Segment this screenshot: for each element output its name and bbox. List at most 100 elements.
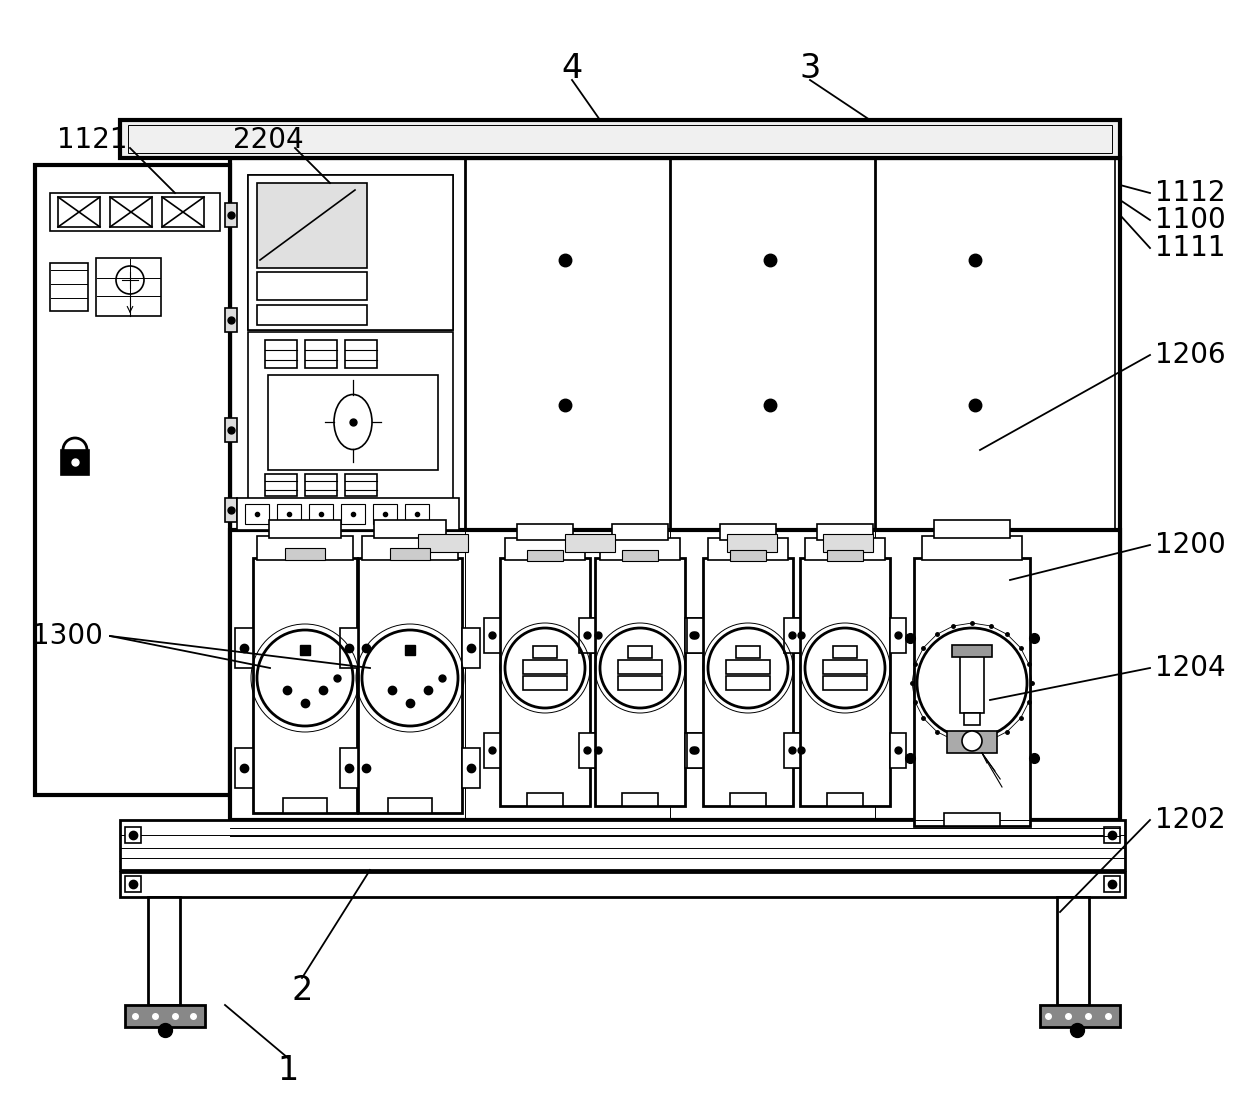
Bar [268,375,438,471]
Text: 4: 4 [562,51,583,85]
Bar [823,676,867,690]
Bar [627,646,652,658]
Bar [784,618,800,653]
Bar [827,550,863,561]
Bar [914,558,1030,826]
Bar [800,558,890,806]
Bar [944,813,999,826]
Bar [684,618,701,653]
Text: 1: 1 [278,1054,299,1086]
Bar [224,418,237,442]
Bar [527,793,563,806]
Bar [463,628,480,668]
Bar [224,498,237,522]
Text: 1300: 1300 [32,622,103,650]
Bar [50,193,219,231]
Bar [805,539,885,560]
Bar [125,827,141,843]
Bar [162,197,205,227]
Bar [622,550,658,561]
Bar [120,872,1125,896]
Bar [265,474,298,496]
Text: 1204: 1204 [1154,655,1225,682]
Bar [257,183,367,268]
Bar [725,660,770,673]
Bar [484,618,500,653]
Bar [277,504,301,524]
Bar [357,628,374,668]
Bar [737,646,760,658]
Bar [237,498,459,530]
Bar [120,820,1125,870]
Bar [229,158,1120,798]
Bar [484,733,500,768]
Bar [224,203,237,227]
Bar [128,125,1112,153]
Bar [505,539,585,560]
Bar [600,539,680,560]
Bar [229,530,1120,820]
Bar [823,534,873,552]
Bar [309,504,334,524]
Bar [257,272,367,300]
Bar [305,340,337,368]
Bar [125,1005,205,1027]
Bar [794,618,808,653]
Bar [533,646,557,658]
Text: 1121: 1121 [57,126,128,154]
Bar [257,306,367,324]
Bar [565,534,615,552]
Bar [373,504,397,524]
Bar [618,660,662,673]
Bar [248,175,453,330]
Bar [687,618,703,653]
Bar [224,308,237,332]
Bar [890,733,906,768]
Bar [794,733,808,768]
Bar [285,547,325,560]
Text: 1112: 1112 [1154,180,1225,207]
Text: 1111: 1111 [1154,234,1225,262]
Bar [523,660,567,673]
Bar [1056,896,1089,1005]
Bar [952,644,992,657]
Bar [890,618,906,653]
Bar [345,474,377,496]
Bar [934,520,1011,539]
Bar [391,547,430,560]
Bar [817,524,873,540]
Bar [362,536,458,560]
Bar [305,474,337,496]
Text: 1202: 1202 [1154,806,1225,834]
Bar [374,520,446,539]
Bar [500,558,590,806]
Bar [730,793,766,806]
Bar [725,676,770,690]
Text: 1100: 1100 [1154,206,1226,234]
Bar [730,550,766,561]
Text: 1206: 1206 [1154,341,1225,369]
Bar [283,798,327,813]
Bar [418,534,467,552]
Bar [388,798,432,813]
Bar [358,558,463,813]
Text: 2: 2 [291,973,312,1007]
Bar [246,504,269,524]
Bar [579,733,595,768]
Bar [523,676,567,690]
Bar [703,558,794,806]
Bar [253,558,357,813]
Bar [110,197,153,227]
Bar [269,520,341,539]
Bar [237,505,459,530]
Bar [405,504,429,524]
Bar [579,618,595,653]
Bar [1104,827,1120,843]
Bar [341,504,365,524]
Bar [947,731,997,753]
Bar [340,748,358,788]
Bar [590,733,606,768]
Bar [236,748,253,788]
Bar [148,896,180,1005]
Bar [357,748,374,788]
